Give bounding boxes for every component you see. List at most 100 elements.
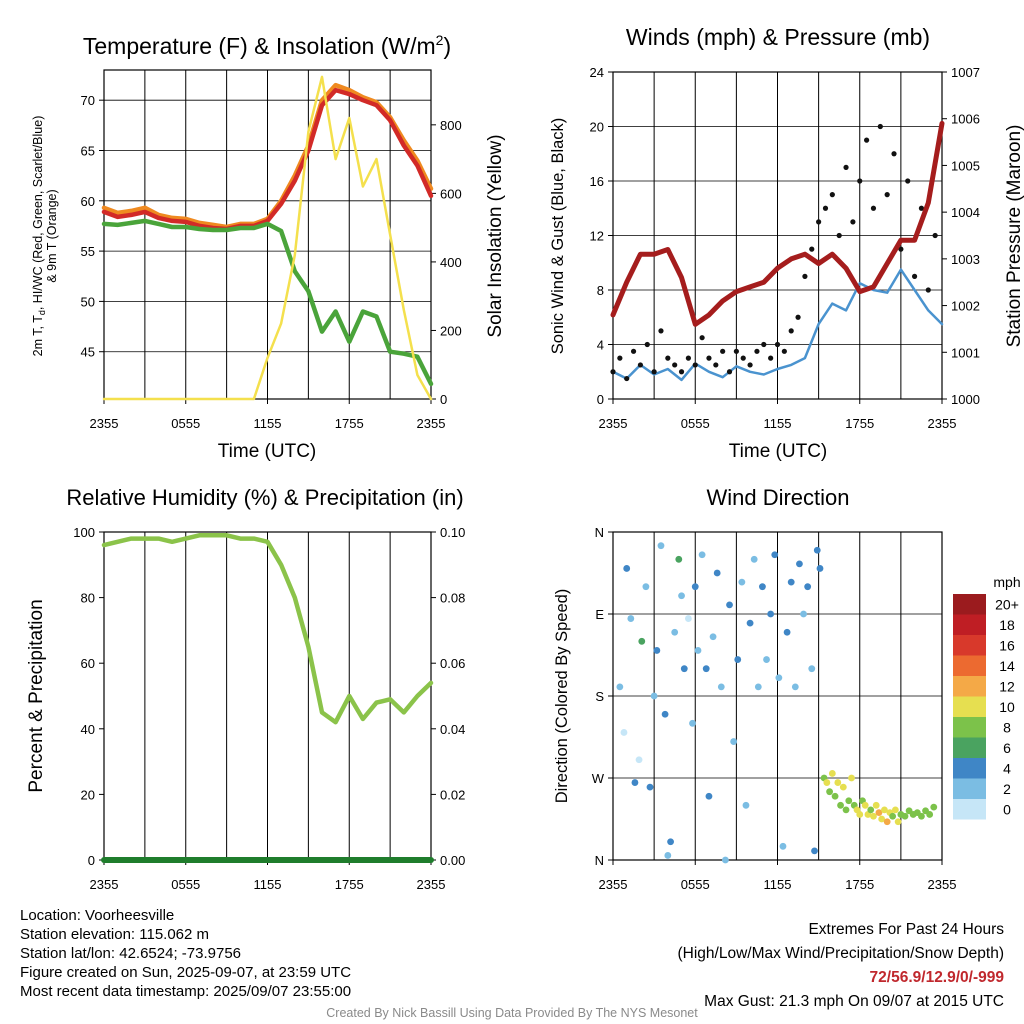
temperature-y2label: Solar Insolation (Yellow) — [485, 134, 506, 337]
wind-direction-point — [767, 610, 775, 618]
wind-direction-point — [918, 812, 925, 820]
y-tick-label: 45 — [81, 345, 95, 360]
wind-gust-point — [740, 355, 746, 361]
wind-direction-point — [730, 738, 738, 745]
y-tick-label: 70 — [81, 93, 95, 108]
wind-gust-point — [672, 362, 678, 368]
wind-direction-point — [891, 806, 899, 814]
wind-direction-point — [635, 756, 643, 764]
recent-data-timestamp: Most recent data timestamp: 2025/09/07 2… — [20, 983, 352, 1000]
wind-gust-point — [624, 375, 630, 382]
wind-direction-point — [734, 656, 742, 663]
wind-gust-point — [713, 362, 719, 368]
wind-direction-point — [775, 674, 783, 682]
y2-tick-label: 600 — [440, 186, 462, 201]
wind-direction-ylabel: Direction (Colored By Speed) — [553, 589, 571, 804]
station-info: Location: Voorheesville Station elevatio… — [20, 906, 351, 1001]
wind-direction-point — [804, 583, 812, 591]
winds-ylabel: Sonic Wind & Gust (Blue, Black) — [549, 118, 567, 355]
station-elevation: Station elevation: 115.062 m — [20, 926, 210, 943]
wind-gust-point — [932, 232, 938, 239]
wind-gust-point — [733, 348, 739, 354]
y-tick-label: 50 — [81, 294, 95, 309]
wind-direction-point — [930, 803, 938, 811]
wind-direction-point — [738, 578, 746, 586]
max-gust: Max Gust: 21.3 mph On 09/07 at 2015 UTC — [704, 993, 1004, 1010]
speed-colorbar: mph 20+ 18 16 14 12 10 8 6 4 2 0 — [953, 574, 1021, 820]
colorbar-swatch — [953, 758, 986, 779]
wind-direction-point — [746, 619, 754, 627]
x-tick-label: 2355 — [599, 416, 628, 431]
station-latlon: Station lat/lon: 42.6524; -73.9756 — [20, 945, 242, 962]
wind-direction-point — [848, 774, 855, 782]
wind-direction-point — [901, 812, 909, 820]
wind-gust-point — [706, 355, 712, 361]
wind-direction-point — [750, 555, 758, 563]
wind-direction-point — [684, 615, 692, 622]
winds-xlabel: Time (UTC) — [729, 441, 828, 462]
wind-direction-point — [623, 565, 631, 572]
y2-tick-label: 1001 — [951, 345, 980, 360]
y2-tick-label: 0.04 — [440, 722, 465, 737]
wind-direction-point — [771, 551, 779, 559]
wind-gust-point — [905, 178, 911, 184]
wind-direction-point — [926, 811, 934, 818]
wind-direction-point — [808, 665, 816, 673]
dewpoint-green-line — [101, 218, 434, 387]
insolation-yellow-line — [102, 75, 433, 401]
wind-direction-point — [845, 797, 853, 805]
wind-gust-point — [610, 369, 616, 375]
x-tick-label: 0555 — [681, 416, 710, 431]
wind-direction-point — [705, 792, 713, 800]
winds-y2label: Station Pressure (Maroon) — [1004, 125, 1024, 348]
colorbar-title: mph — [993, 574, 1020, 590]
wind-gust-point — [761, 341, 767, 348]
x-tick-label: 2355 — [417, 877, 446, 892]
colorbar-label: 20+ — [995, 596, 1019, 612]
y-tick-label: 80 — [81, 591, 95, 606]
colorbar-label: 8 — [1003, 719, 1011, 735]
wind-direction-point — [694, 647, 702, 654]
wind-gust-point — [802, 273, 808, 279]
colorbar-label: 16 — [999, 637, 1015, 653]
wind-direction-point — [698, 551, 706, 559]
x-tick-label: 1155 — [764, 416, 792, 431]
temperature-panel: Temperature (F) & Insolation (W/m2) 45 50… — [31, 32, 506, 462]
temperature-2m-red-line — [101, 87, 434, 232]
x-tick-label: 1755 — [845, 877, 874, 892]
wind-gust-point — [864, 137, 870, 143]
wind-direction-point — [678, 592, 685, 600]
y-tick-label: W — [592, 771, 605, 786]
wind-direction-point — [894, 818, 902, 826]
temperature-title: Temperature (F) & Insolation (W/m2) — [83, 32, 451, 59]
y2-tick-label: 1002 — [951, 299, 980, 314]
y-tick-label: 20 — [590, 120, 604, 135]
wind-direction-point — [791, 683, 799, 691]
wind-gust-point — [836, 232, 842, 239]
wind-gust-point — [829, 192, 835, 198]
x-tick-label: 1155 — [254, 877, 282, 892]
wind-direction-point — [870, 812, 877, 820]
wind-direction-point — [823, 779, 831, 786]
wind-direction-point — [689, 719, 696, 727]
wind-gust-point — [850, 219, 856, 225]
wind-gust-point — [617, 355, 623, 361]
winds-title: Winds (mph) & Pressure (mb) — [626, 24, 930, 50]
wind-direction-point — [680, 665, 688, 673]
wind-gust-point — [911, 273, 918, 279]
credit-line: Created By Nick Bassill Using Data Provi… — [326, 1006, 698, 1020]
y-tick-label: N — [595, 525, 604, 540]
station-pressure-line — [610, 120, 945, 327]
wind-direction-point — [691, 583, 699, 591]
colorbar-swatch — [953, 676, 986, 697]
temperature-xlabel: Time (UTC) — [218, 441, 317, 462]
temperature-plot-area: 45 50 55 60 65 70 2355 0555 1155 1755 2355 0 200 400 6… — [81, 69, 462, 431]
x-tick-label: 1755 — [335, 877, 364, 892]
wind-direction-point — [826, 788, 833, 796]
wind-direction-point — [657, 542, 665, 550]
wind-direction-point — [638, 637, 646, 645]
x-tick-label: 1755 — [845, 416, 874, 431]
wind-direction-point — [811, 847, 818, 855]
y-tick-label: 0 — [88, 853, 95, 868]
